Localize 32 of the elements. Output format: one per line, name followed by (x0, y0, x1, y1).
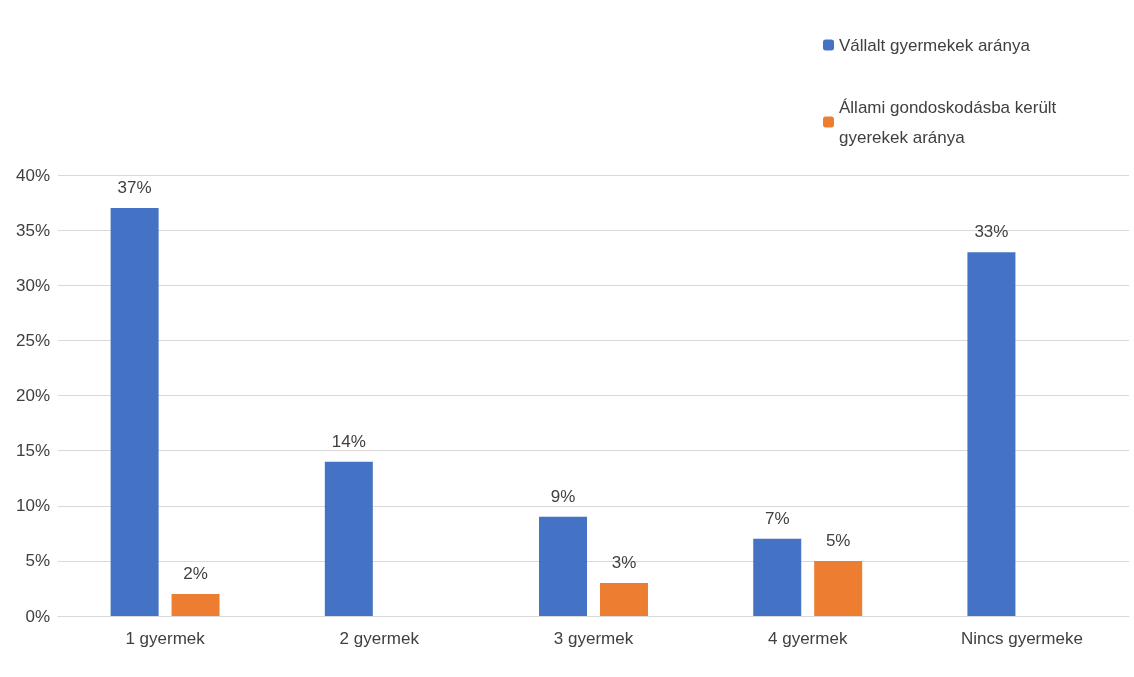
bar (539, 516, 588, 616)
x-tick-label: 4 gyermek (768, 629, 848, 648)
data-label: 37% (117, 178, 152, 198)
data-label: 33% (974, 222, 1009, 242)
bar (814, 560, 863, 616)
y-tick-label: 35% (15, 220, 50, 240)
bar (324, 461, 373, 616)
bar (753, 538, 802, 616)
y-tick-label: 20% (15, 386, 50, 405)
bar (967, 252, 1016, 616)
y-tick-label: 30% (15, 275, 50, 295)
data-label: 14% (331, 431, 366, 451)
x-tick-label: Nincs gyermeke (960, 629, 1083, 648)
y-tick-label: 0% (25, 606, 50, 626)
legend-label: Vállalt gyermekek aránya (839, 35, 1031, 55)
y-tick-label: 15% (15, 441, 50, 461)
y-tick-label: 40% (15, 165, 50, 185)
x-tick-label: 2 gyermek (339, 629, 420, 648)
bar (110, 208, 159, 616)
bar (599, 582, 648, 616)
legend-label: Állami gondoskodásba került gyerekek aránya (839, 97, 1062, 147)
data-label: 9% (550, 486, 576, 506)
y-tick-label: 5% (25, 551, 50, 571)
data-label: 2% (183, 563, 208, 583)
data-label: 5% (825, 530, 851, 550)
y-tick-label: 25% (15, 330, 50, 350)
y-tick-label: 10% (15, 496, 50, 516)
x-tick-label: 3 gyermek (553, 629, 634, 648)
x-tick-label: 1 gyermek (125, 629, 206, 648)
bar (171, 593, 220, 616)
data-label: 7% (764, 508, 790, 528)
data-label: 3% (611, 552, 637, 572)
